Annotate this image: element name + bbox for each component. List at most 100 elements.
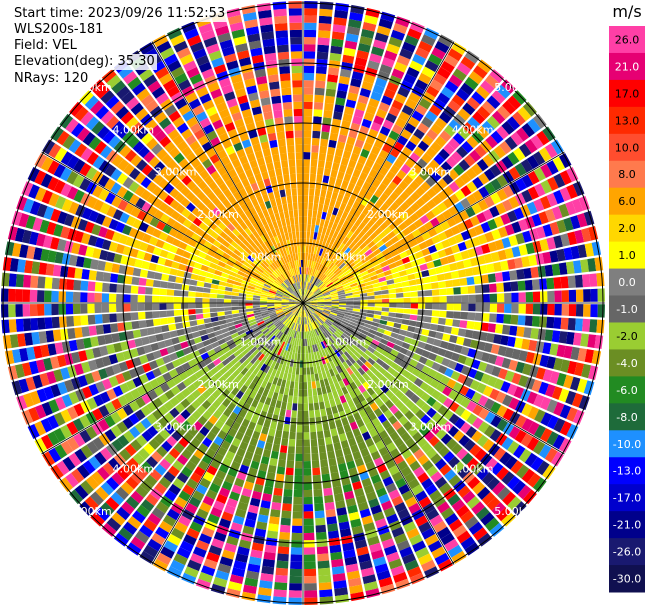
velocity-gate: [345, 430, 354, 440]
velocity-gate: [342, 228, 350, 237]
velocity-gate: [328, 336, 335, 344]
velocity-gate: [348, 129, 358, 139]
velocity-gate: [462, 471, 476, 484]
velocity-gate: [303, 94, 314, 102]
velocity-gate: [394, 380, 404, 390]
velocity-gate: [403, 297, 411, 303]
velocity-gate: [319, 316, 326, 323]
velocity-gate: [384, 380, 394, 390]
velocity-gate: [393, 357, 403, 366]
velocity-gate: [369, 256, 378, 264]
velocity-gate: [456, 504, 470, 518]
velocity-gate: [306, 282, 310, 290]
velocity-gate: [545, 208, 556, 222]
velocity-gate: [456, 336, 465, 346]
velocity-gate: [310, 166, 317, 175]
velocity-gate: [374, 370, 383, 379]
velocity-gate: [486, 333, 495, 343]
velocity-gate: [447, 236, 458, 246]
velocity-gate: [422, 460, 434, 472]
velocity-gate: [532, 353, 542, 366]
velocity-gate: [339, 127, 349, 137]
velocity-gate: [460, 536, 476, 550]
velocity-gate: [454, 233, 464, 244]
velocity-gate: [359, 293, 368, 297]
velocity-gate: [381, 95, 393, 106]
velocity-gate: [452, 524, 467, 538]
velocity-gate: [307, 292, 314, 298]
velocity-gate: [303, 267, 305, 275]
velocity-gate: [317, 160, 325, 168]
velocity-gate: [481, 120, 495, 134]
velocity-gate: [383, 187, 394, 197]
velocity-gate: [507, 383, 518, 396]
velocity-gate: [589, 273, 598, 287]
velocity-gate: [516, 464, 530, 479]
velocity-gate: [339, 345, 347, 354]
velocity-gate: [303, 187, 309, 196]
velocity-gate: [322, 204, 329, 213]
velocity-gate: [512, 90, 527, 105]
velocity-gate: [402, 286, 411, 293]
velocity-gate: [423, 164, 435, 176]
velocity-gate: [339, 363, 346, 372]
velocity-gate: [341, 211, 349, 220]
velocity-gate: [383, 507, 396, 518]
velocity-gate: [449, 262, 458, 271]
velocity-gate: [454, 417, 466, 430]
velocity-gate: [307, 216, 312, 225]
velocity-gate: [350, 405, 359, 415]
velocity-gate: [457, 108, 471, 121]
velocity-gate: [345, 309, 353, 314]
velocity-gate: [332, 247, 338, 255]
velocity-gate: [417, 472, 430, 484]
velocity-gate: [305, 274, 308, 282]
velocity-gate: [391, 99, 404, 111]
velocity-gate: [331, 276, 338, 282]
velocity-gate: [556, 219, 567, 234]
velocity-gate: [338, 300, 347, 303]
velocity-gate: [373, 264, 382, 271]
velocity-gate: [325, 190, 333, 199]
velocity-gate: [333, 279, 341, 285]
velocity-gate: [359, 356, 367, 364]
velocity-gate: [309, 296, 317, 300]
velocity-gate: [394, 196, 405, 206]
velocity-gate: [392, 226, 402, 235]
velocity-gate: [437, 231, 448, 241]
velocity-gate: [378, 446, 389, 457]
velocity-gate: [318, 350, 324, 358]
velocity-gate: [317, 304, 325, 307]
velocity-gate: [395, 117, 407, 129]
velocity-gate: [360, 303, 368, 307]
velocity-gate: [504, 370, 515, 382]
velocity-gate: [351, 288, 360, 293]
velocity-gate: [378, 323, 387, 330]
velocity-gate: [526, 436, 540, 451]
velocity-gate: [418, 356, 428, 365]
velocity-gate: [460, 250, 470, 260]
velocity-gate: [464, 357, 474, 367]
velocity-gate: [371, 392, 380, 402]
velocity-gate: [398, 415, 409, 426]
velocity-gate: [319, 334, 325, 342]
velocity-gate: [395, 287, 404, 293]
velocity-gate: [434, 117, 448, 130]
velocity-gate: [576, 213, 588, 228]
velocity-gate: [311, 322, 316, 330]
velocity-gate: [315, 73, 327, 82]
velocity-gate: [392, 272, 401, 279]
velocity-gate: [590, 304, 598, 318]
velocity-gate: [320, 189, 327, 198]
velocity-gate: [353, 387, 362, 397]
velocity-gate: [341, 343, 349, 351]
velocity-gate: [312, 268, 316, 277]
velocity-gate: [444, 124, 457, 137]
velocity-gate: [323, 168, 331, 177]
velocity-gate: [453, 287, 461, 295]
velocity-gate: [368, 271, 377, 277]
velocity-gate: [477, 106, 491, 120]
velocity-gate: [498, 226, 508, 238]
velocity-gate: [341, 353, 348, 361]
velocity-gate: [374, 227, 383, 236]
